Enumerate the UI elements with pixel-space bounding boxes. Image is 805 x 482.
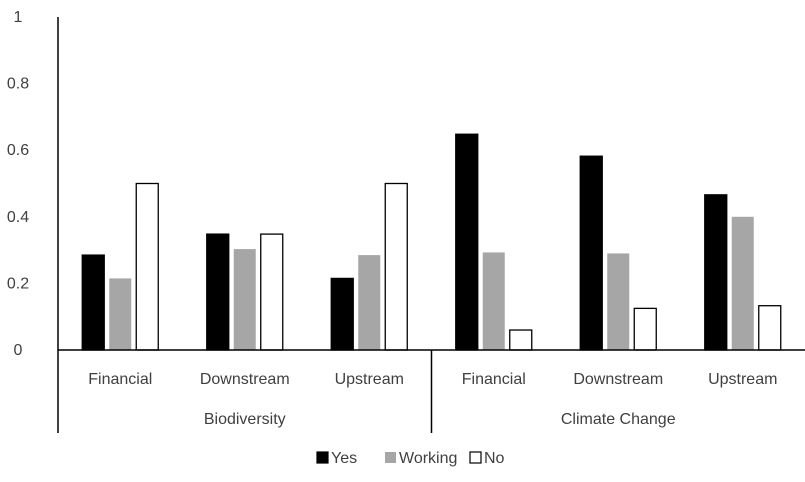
bar-yes [81,254,105,351]
bar-working [109,278,132,350]
bar-no [758,305,782,351]
group-label: Biodiversity [204,411,286,428]
bar-no [633,307,657,351]
category-label: Financial [88,371,152,388]
bar-yes [206,233,230,351]
category-label: Financial [462,371,526,388]
group-label: Climate Change [561,411,676,428]
bar-working [731,216,754,350]
bar-working [482,252,505,350]
bar-yes [579,155,603,351]
bar-yes [704,194,728,351]
bar-no [135,182,159,351]
bar-no [260,233,284,351]
y-tick-label: 1 [14,9,23,26]
bar-working [233,249,256,350]
y-tick-label: 0.8 [7,76,29,93]
category-label: Upstream [708,371,777,388]
category-label: Upstream [335,371,404,388]
bar-no [509,329,533,351]
bar-yes [455,133,479,351]
bar-working [607,253,630,350]
legend-label: Yes [331,450,357,467]
bar-working [358,255,381,350]
category-label: Downstream [573,371,663,388]
bar-no [384,182,408,351]
y-axis: 0 0.2 0.4 0.6 0.8 1 [7,9,59,359]
legend-label: Working [399,450,457,467]
x-axis: Financial Downstream Upstream Financial Down… [57,349,805,433]
legend: Yes Working No [316,450,505,467]
legend-swatch-yes [316,451,329,464]
category-label: Downstream [200,371,290,388]
legend-label: No [484,450,505,467]
y-tick-label: 0 [14,342,23,359]
y-tick-label: 0.2 [7,275,29,292]
bars [81,133,782,351]
y-tick-label: 0.6 [7,142,29,159]
legend-swatch-working [385,452,396,463]
bar-yes [330,277,354,351]
y-tick-label: 0.4 [7,209,29,226]
legend-swatch-no [469,451,482,464]
